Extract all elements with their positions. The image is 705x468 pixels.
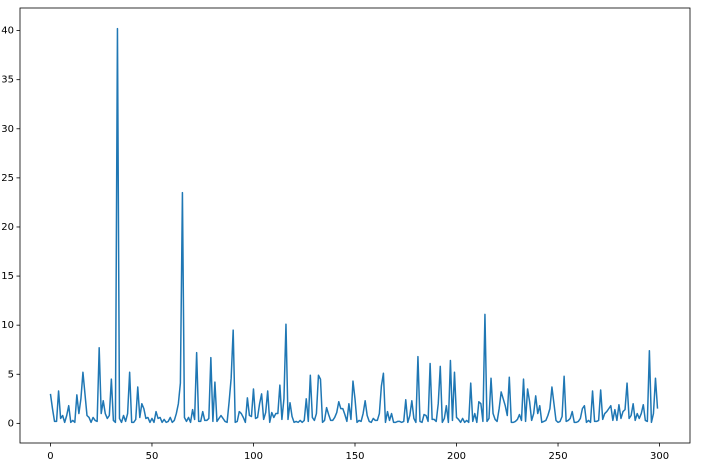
x-tick-label: 0 (47, 451, 53, 462)
x-tick-label: 250 (548, 451, 567, 462)
y-tick-label: 35 (1, 75, 14, 86)
y-tick-label: 0 (8, 418, 14, 429)
line-series (49, 27, 659, 424)
y-tick-label: 15 (1, 271, 14, 282)
x-tick-label: 200 (447, 451, 466, 462)
y-tick-label: 40 (1, 26, 14, 37)
y-tick-label: 10 (1, 320, 14, 331)
y-tick-label: 5 (8, 369, 14, 380)
x-tick-label: 100 (244, 451, 263, 462)
y-tick-label: 20 (1, 222, 14, 233)
y-tick-label: 25 (1, 173, 14, 184)
x-tick-label: 50 (146, 451, 159, 462)
x-tick-label: 150 (345, 451, 364, 462)
x-tick-label: 300 (650, 451, 669, 462)
y-tick-label: 30 (1, 124, 14, 135)
axes-frame (19, 7, 691, 444)
